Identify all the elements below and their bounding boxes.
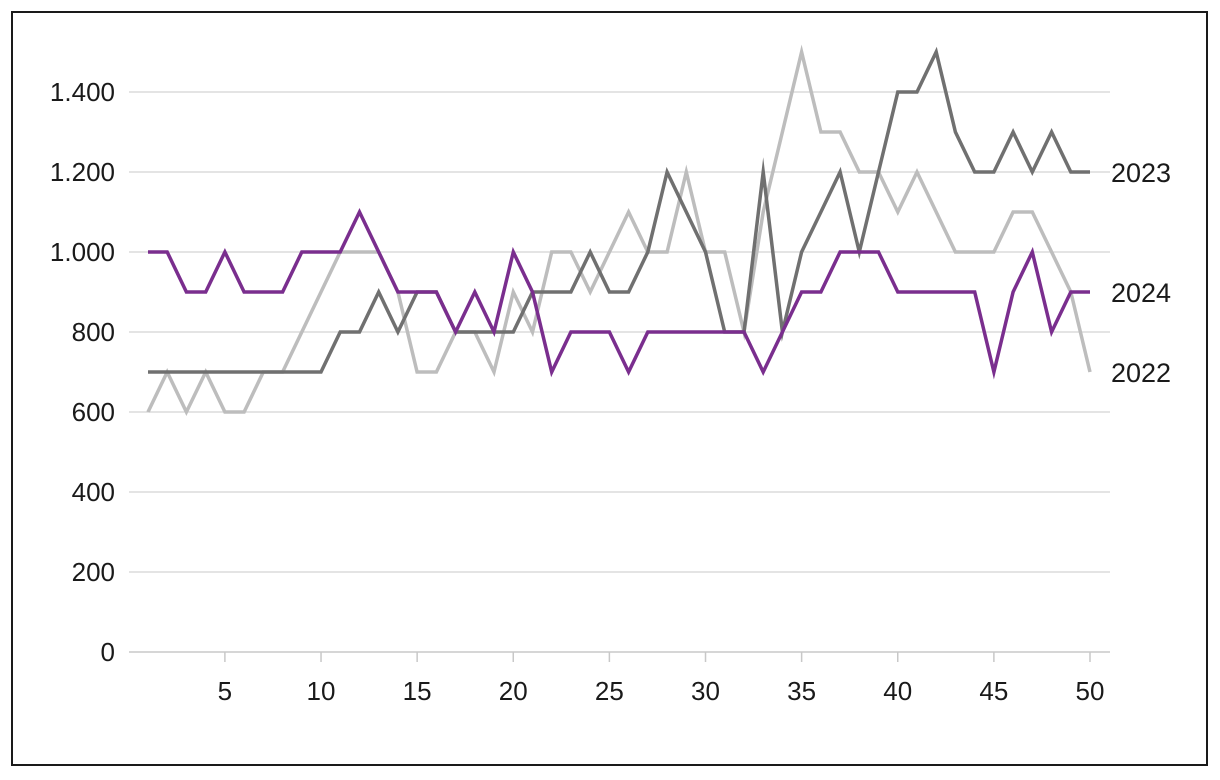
y-axis-ticks: 0 200 400 600 800 1.000 1.200 1.400 — [50, 77, 115, 667]
series-line-2023 — [148, 46, 1090, 374]
x-tick-label: 35 — [787, 676, 816, 706]
series-line-2024 — [148, 207, 1090, 380]
y-tick-label: 1.200 — [50, 157, 115, 187]
x-tick-label: 25 — [595, 676, 624, 706]
series-label-2023: 2023 — [1111, 158, 1171, 188]
x-tick-label: 15 — [403, 676, 432, 706]
x-tick-label: 40 — [883, 676, 912, 706]
y-tick-label: 0 — [101, 637, 115, 667]
y-tick-label: 400 — [72, 477, 115, 507]
y-tick-label: 600 — [72, 397, 115, 427]
x-axis-ticks: 5 10 15 20 25 30 35 40 45 50 — [218, 652, 1105, 706]
series-lines — [146, 44, 1092, 417]
gridlines — [129, 91, 1110, 653]
series-line-2022 — [146, 44, 1092, 417]
x-tick-label: 20 — [499, 676, 528, 706]
x-tick-label: 50 — [1076, 676, 1105, 706]
y-tick-label: 1.400 — [50, 77, 115, 107]
x-tick-label: 5 — [218, 676, 232, 706]
series-label-2024: 2024 — [1111, 278, 1171, 308]
y-tick-label: 200 — [72, 557, 115, 587]
chart-frame — [11, 11, 1208, 766]
y-tick-label: 1.000 — [50, 237, 115, 267]
x-tick-label: 45 — [979, 676, 1008, 706]
x-tick-label: 30 — [691, 676, 720, 706]
y-tick-label: 800 — [72, 317, 115, 347]
x-tick-label: 10 — [307, 676, 336, 706]
series-end-labels: 2023 2024 2022 — [1111, 158, 1171, 388]
series-label-2022: 2022 — [1111, 358, 1171, 388]
